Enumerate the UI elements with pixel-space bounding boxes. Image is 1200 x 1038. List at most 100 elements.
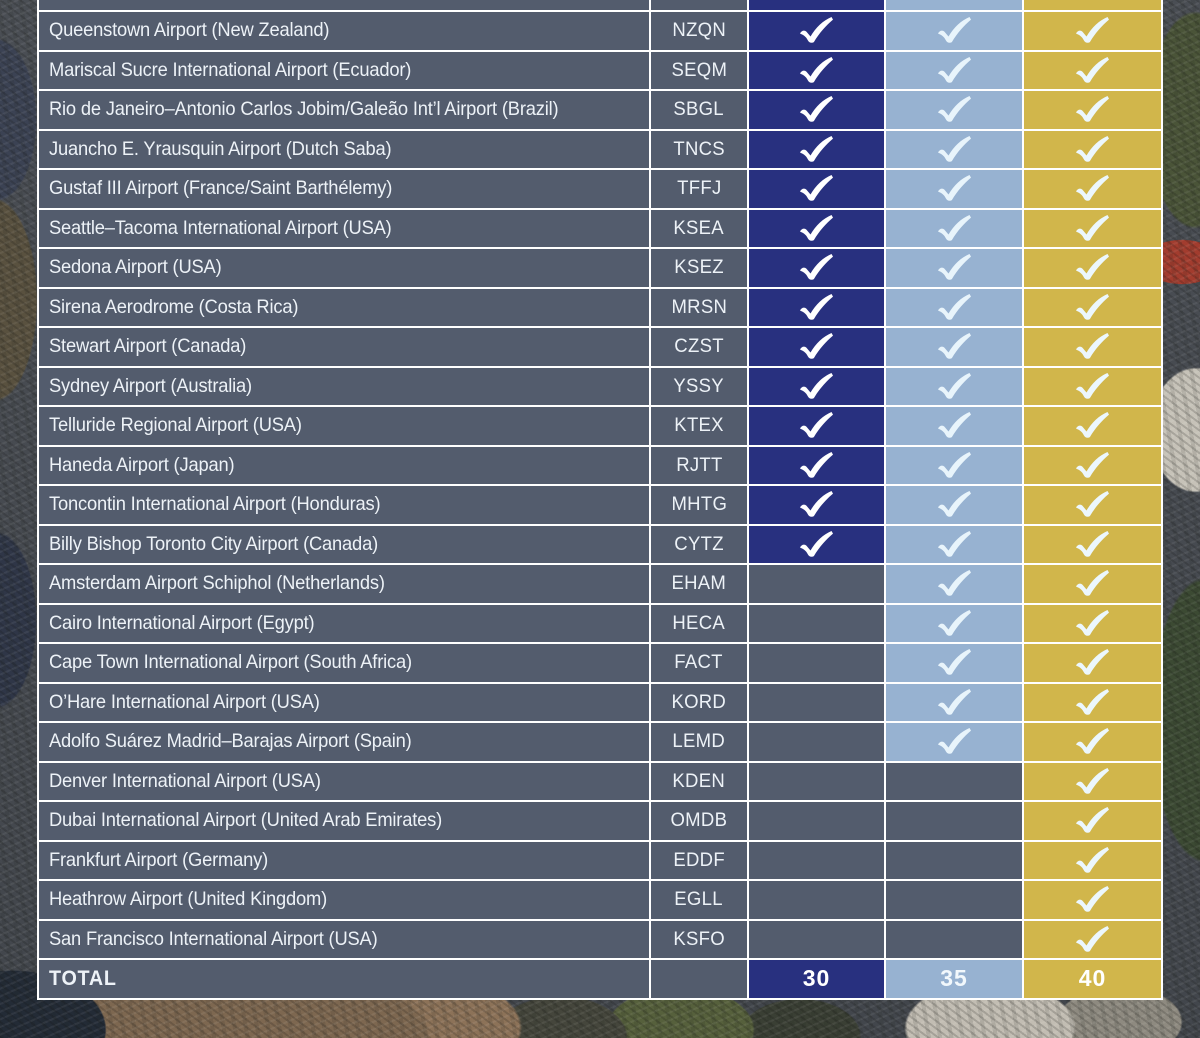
airport-name-cell: Cairo International Airport (Egypt) xyxy=(39,604,649,642)
checkmark-icon xyxy=(800,451,833,478)
icao-code-cell: TFFJ xyxy=(651,170,747,208)
icao-code: KSFO xyxy=(673,927,725,950)
checkmark-icon xyxy=(1076,175,1109,202)
sim-check-cell-gold xyxy=(1024,644,1161,682)
total-cell-lightblue: 35 xyxy=(886,960,1022,998)
table-row: Denver International Airport (USA) KDEN xyxy=(39,762,1161,800)
sim-check-cell-navy xyxy=(749,723,884,761)
checkmark-icon xyxy=(937,254,971,281)
airport-name-cell: Queenstown Airport (New Zealand) xyxy=(39,12,649,50)
icao-code-cell: MRSN xyxy=(651,288,747,326)
sim-check-cell-gold xyxy=(1024,486,1161,524)
icao-code: TNCS xyxy=(673,137,725,160)
icao-code: YSSY xyxy=(673,374,725,397)
checkmark-icon xyxy=(1076,254,1109,281)
table-row: O’Hare International Airport (USA) KORD xyxy=(39,683,1161,721)
icao-code: OMDB xyxy=(670,809,728,832)
total-value-gold: 40 xyxy=(1078,965,1107,992)
checkmark-icon xyxy=(1076,609,1109,636)
sim-check-cell-lightblue xyxy=(886,644,1022,682)
checkmark-icon xyxy=(800,135,833,162)
sim-check-cell-lightblue xyxy=(886,604,1022,642)
sim-check-cell-lightblue xyxy=(886,407,1022,445)
checkmark-icon xyxy=(1076,214,1109,241)
airport-name-cell: Stewart Airport (Canada) xyxy=(39,328,649,366)
icao-code-cell: EHAM xyxy=(651,565,747,603)
sim-check-cell-gold xyxy=(1024,881,1161,919)
checkmark-icon xyxy=(1076,372,1109,399)
icao-code: KSEZ xyxy=(674,256,724,279)
checkmark-icon xyxy=(937,56,971,83)
sim-check-cell-navy xyxy=(749,367,884,405)
table-row: Amsterdam Airport Schiphol (Netherlands)… xyxy=(39,565,1161,603)
airport-name-cell: Seattle–Tacoma International Airport (US… xyxy=(39,209,649,247)
airport-name-cell: Heathrow Airport (United Kingdom) xyxy=(39,881,649,919)
checkmark-icon xyxy=(1076,530,1109,557)
sim-check-cell-navy xyxy=(749,12,884,50)
checkmark-icon xyxy=(937,135,971,162)
sim-check-cell-gold xyxy=(1024,130,1161,168)
airport-name-cell: Frankfurt Airport (Germany) xyxy=(39,841,649,879)
airport-name: Billy Bishop Toronto City Airport (Canad… xyxy=(49,532,378,555)
airport-name-cell: San Francisco International Airport (USA… xyxy=(39,920,649,958)
airport-name: Frankfurt Airport (Germany) xyxy=(49,848,269,871)
table-row: Adolfo Suárez Madrid–Barajas Airport (Sp… xyxy=(39,723,1161,761)
sim-check-cell-gold xyxy=(1024,920,1161,958)
icao-code-cell: OMDB xyxy=(651,802,747,840)
airport-name-cell: Gustaf III Airport (France/Saint Barthél… xyxy=(39,170,649,208)
checkmark-icon xyxy=(1076,333,1109,360)
table-row: Rio de Janeiro–Antonio Carlos Jobim/Gale… xyxy=(39,91,1161,129)
checkmark-icon xyxy=(937,728,971,755)
airport-name: Gustaf III Airport (France/Saint Barthél… xyxy=(49,177,393,200)
icao-code: MRSN xyxy=(671,295,727,318)
airport-name: Cairo International Airport (Egypt) xyxy=(49,611,315,634)
airport-name: Sirena Aerodrome (Costa Rica) xyxy=(49,295,299,318)
icao-code: HECA xyxy=(672,611,726,634)
table-row: Stewart Airport (Canada) CZST xyxy=(39,328,1161,366)
table-row: Sedona Airport (USA) KSEZ xyxy=(39,249,1161,287)
table-row: Heathrow Airport (United Kingdom) EGLL xyxy=(39,881,1161,919)
checkmark-icon xyxy=(937,688,971,715)
checkmark-icon xyxy=(1076,96,1109,123)
sim-check-cell-gold xyxy=(1024,288,1161,326)
table-row: Mariscal Sucre International Airport (Ec… xyxy=(39,51,1161,89)
sim-check-cell-lightblue xyxy=(886,91,1022,129)
checkmark-icon xyxy=(800,491,833,518)
checkmark-icon xyxy=(1076,56,1109,83)
table-row: Seattle–Tacoma International Airport (US… xyxy=(39,209,1161,247)
sim-check-cell-gold xyxy=(1024,525,1161,563)
icao-code-cell: EDDF xyxy=(651,841,747,879)
airport-name: Haneda Airport (Japan) xyxy=(49,453,235,476)
total-cell-gold: 40 xyxy=(1024,960,1161,998)
table-row: Sirena Aerodrome (Costa Rica) MRSN xyxy=(39,288,1161,326)
airport-name: Cape Town International Airport (South A… xyxy=(49,651,412,674)
sim-check-cell-navy xyxy=(749,249,884,287)
airport-name: Telluride Regional Airport (USA) xyxy=(49,414,302,437)
icao-code: TFFJ xyxy=(676,177,722,200)
checkmark-icon xyxy=(937,530,971,557)
icao-code-cell: MHTG xyxy=(651,486,747,524)
checkmark-icon xyxy=(1076,451,1109,478)
icao-code: KDEN xyxy=(672,769,726,792)
icao-code: EGLL xyxy=(674,888,724,911)
checkmark-icon xyxy=(800,530,833,557)
icao-code-cell: CYTZ xyxy=(651,525,747,563)
icao-code: CYTZ xyxy=(674,532,724,555)
sim-check-cell-lightblue xyxy=(886,486,1022,524)
airport-name: Toncontin International Airport (Hondura… xyxy=(49,493,381,516)
checkmark-icon xyxy=(800,372,833,399)
airport-name-cell: Mariscal Sucre International Airport (Ec… xyxy=(39,51,649,89)
airport-comparison-table: Queenstown Airport (New Zealand) NZQN Ma… xyxy=(37,0,1163,1000)
sim-check-cell-navy xyxy=(749,920,884,958)
table-row: Gustaf III Airport (France/Saint Barthél… xyxy=(39,170,1161,208)
sim-check-cell-lightblue xyxy=(886,130,1022,168)
icao-code-cell: KSEA xyxy=(651,209,747,247)
sim-check-cell-navy xyxy=(749,328,884,366)
table-row: Cairo International Airport (Egypt) HECA xyxy=(39,604,1161,642)
airport-name-cell: Denver International Airport (USA) xyxy=(39,762,649,800)
table-row-cutoff xyxy=(39,0,1161,10)
total-label: TOTAL xyxy=(49,966,117,990)
sim-check-cell-navy xyxy=(749,91,884,129)
sim-check-cell-navy xyxy=(749,525,884,563)
checkmark-icon xyxy=(1076,886,1109,913)
